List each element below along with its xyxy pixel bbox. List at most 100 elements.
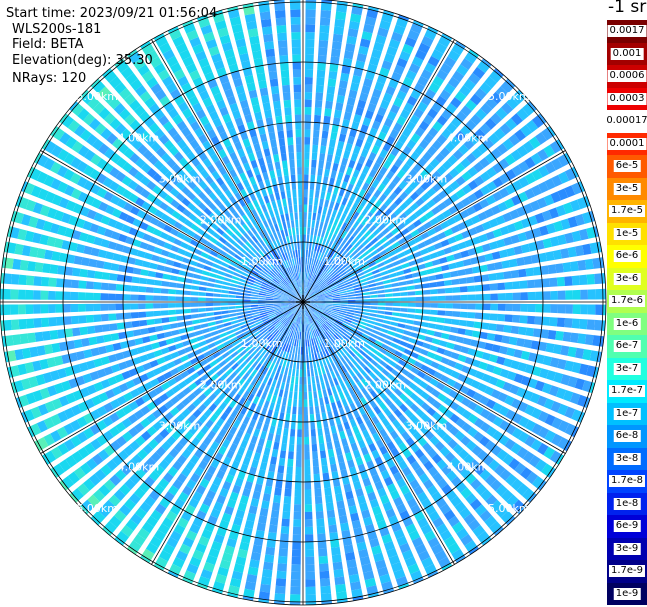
range-gate-cell: [324, 247, 330, 256]
range-gate-cell: [292, 69, 302, 78]
range-gate-cell: [137, 527, 150, 540]
range-gate-cell: [197, 202, 207, 211]
range-gate-cell: [11, 382, 17, 394]
range-gate-cell: [286, 328, 291, 337]
range-gate-cell: [332, 303, 341, 306]
range-gate-cell: [253, 254, 261, 262]
range-gate-cell: [235, 305, 244, 309]
range-gate-cell: [426, 329, 435, 336]
range-gate-cell: [127, 339, 136, 348]
range-gate-cell: [299, 384, 303, 392]
range-gate-cell: [37, 403, 49, 416]
range-gate-cell: [345, 316, 353, 321]
range-gate-cell: [393, 496, 404, 507]
range-gate-cell: [345, 244, 353, 252]
range-gate-cell: [162, 121, 174, 132]
range-gate-cell: [353, 241, 361, 249]
range-gate-cell: [319, 359, 324, 368]
range-gate-cell: [102, 430, 114, 442]
range-gate-cell: [220, 306, 229, 310]
range-gate-cell: [474, 87, 487, 100]
range-gate-cell: [159, 428, 170, 439]
range-gate-cell: [441, 128, 453, 140]
range-gate-cell: [145, 311, 154, 318]
range-gate-cell: [249, 559, 260, 569]
range-gate-cell: [324, 168, 330, 178]
range-gate-cell: [58, 341, 68, 352]
range-gate-cell: [133, 58, 146, 70]
range-gate-cell: [324, 292, 332, 296]
range-gate-cell: [221, 245, 230, 253]
range-gate-cell: [353, 313, 362, 318]
range-gate-cell: [372, 343, 381, 351]
range-gate-cell: [172, 133, 183, 144]
range-gate-cell: [362, 308, 371, 312]
range-gate-cell: [499, 468, 512, 481]
range-gate-cell: [157, 69, 170, 81]
range-gate-cell: [383, 258, 392, 265]
range-gate-cell: [442, 160, 453, 171]
range-gate-cell: [139, 221, 149, 231]
range-gate-cell: [298, 189, 303, 198]
range-gate-cell: [335, 11, 347, 21]
range-gate-cell: [436, 317, 445, 324]
range-gate-cell: [368, 261, 377, 268]
range-gate-cell: [25, 304, 34, 315]
range-gate-cell: [414, 466, 425, 478]
range-gate-cell: [546, 370, 556, 381]
range-gate-cell: [504, 198, 515, 209]
range-gate-cell: [516, 504, 527, 515]
range-gate-cell: [243, 299, 251, 302]
range-gate-cell: [145, 457, 157, 468]
range-gate-cell: [357, 463, 367, 473]
range-gate-cell: [468, 227, 478, 237]
range-gate-cell: [119, 340, 129, 349]
range-gate-cell: [313, 473, 321, 482]
range-gate-cell: [192, 196, 202, 206]
range-gate-cell: [346, 288, 355, 293]
range-gate-cell: [295, 299, 302, 302]
range-gate-cell: [460, 105, 472, 117]
range-gate-cell: [170, 395, 180, 405]
range-gate-cell: [364, 484, 374, 495]
range-gate-cell: [437, 303, 446, 309]
range-gate-cell: [66, 340, 76, 350]
range-gate-cell: [325, 265, 332, 273]
range-gate-cell: [408, 259, 417, 267]
range-gate-cell: [267, 124, 275, 133]
range-gate-cell: [346, 412, 354, 421]
range-gate-cell: [437, 364, 447, 373]
range-gate-cell: [34, 152, 42, 164]
range-gate-cell: [245, 449, 254, 459]
range-gate-cell: [396, 503, 407, 514]
range-gate-cell: [120, 464, 132, 476]
range-gate-cell: [291, 330, 295, 339]
range-gate-cell: [61, 115, 75, 129]
range-gate-cell: [34, 440, 42, 452]
range-gate-cell: [309, 315, 314, 323]
range-gate-cell: [393, 207, 403, 216]
range-gate-cell: [541, 210, 552, 222]
range-gate-cell: [449, 413, 460, 424]
range-gate-cell: [308, 197, 314, 205]
range-gate-cell: [386, 45, 398, 57]
range-gate-cell: [341, 437, 349, 447]
range-gate-cell: [295, 265, 299, 273]
range-gate-cell: [243, 310, 252, 314]
range-gate-cell: [328, 418, 335, 427]
range-gate-cell: [304, 287, 306, 295]
range-gate-cell: [303, 287, 305, 295]
range-gate-cell: [348, 386, 355, 396]
range-gate-cell: [215, 418, 225, 428]
range-gate-cell: [231, 362, 239, 371]
range-gate-cell: [224, 376, 233, 385]
range-gate-cell: [104, 444, 116, 457]
range-gate-cell: [490, 91, 503, 105]
range-gate-cell: [321, 285, 329, 291]
range-gate-cell: [278, 457, 286, 466]
range-gate-cell: [373, 189, 382, 199]
range-gate-cell: [452, 521, 465, 534]
range-gate-cell: [496, 143, 508, 155]
range-gate-cell: [353, 480, 362, 490]
range-gate-cell: [35, 374, 46, 386]
